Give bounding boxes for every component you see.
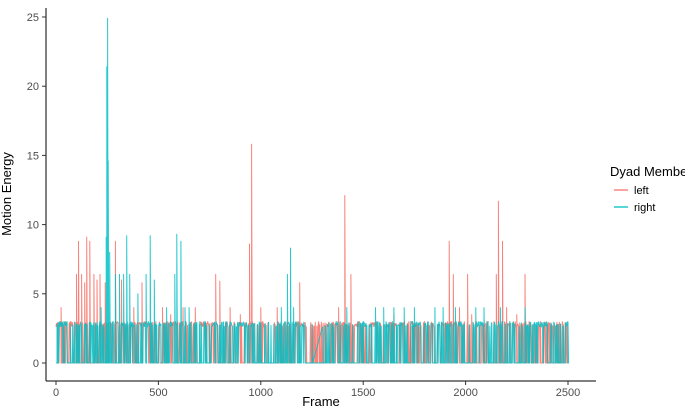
legend: Dyad Member left right: [610, 164, 685, 214]
legend-title: Dyad Member: [610, 164, 685, 179]
x-tick-label: 500: [149, 387, 167, 399]
y-tick-label: 0: [33, 358, 39, 370]
y-tick-label: 5: [33, 289, 39, 301]
y-tick-label: 15: [27, 150, 39, 162]
plot-series: [55, 17, 570, 364]
x-tick-label: 2500: [556, 387, 580, 399]
series-line-right: [55, 17, 570, 364]
legend-label-left: left: [634, 185, 649, 197]
x-tick-label: 1500: [351, 387, 375, 399]
legend-items: left right: [614, 185, 655, 214]
y-tick-label: 10: [27, 220, 39, 232]
y-axis-title: Motion Energy: [0, 152, 14, 236]
y-tick-label: 20: [27, 81, 39, 93]
legend-label-right: right: [634, 202, 655, 214]
x-tick-label: 1000: [249, 387, 273, 399]
y-tick-label: 25: [27, 12, 39, 24]
x-axis-ticks: 0 500 1000 1500 2000 2500: [53, 381, 580, 399]
x-axis-title: Frame: [302, 394, 340, 407]
y-axis-ticks: 0 5 10 15 20 25: [27, 12, 46, 370]
x-tick-label: 2000: [453, 387, 477, 399]
x-tick-label: 0: [53, 387, 59, 399]
